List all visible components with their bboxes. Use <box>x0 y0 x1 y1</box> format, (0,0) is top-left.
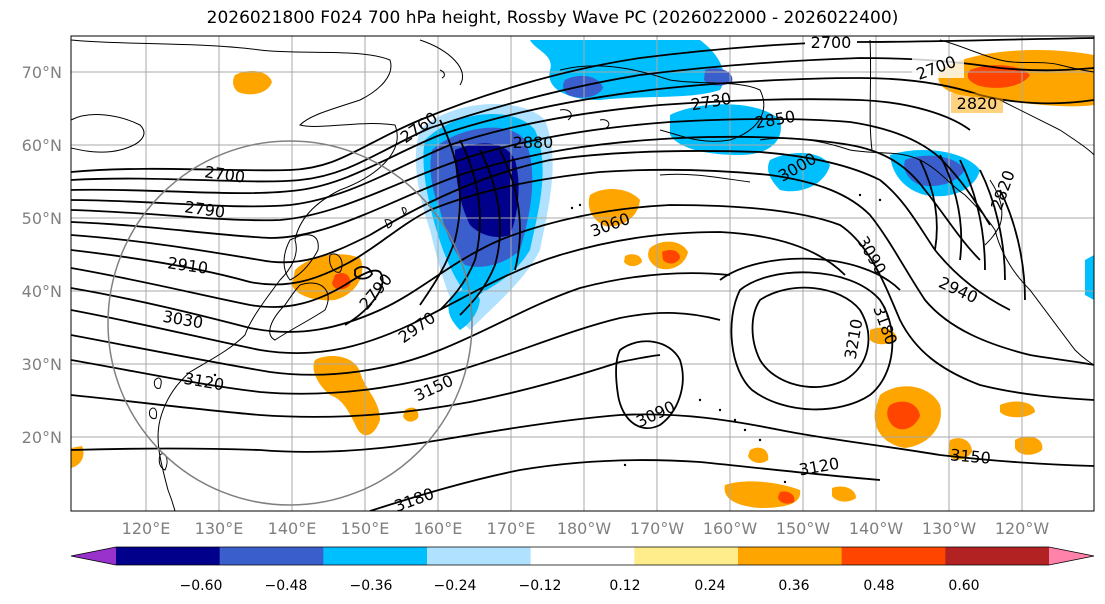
lon-label: 170°E <box>487 519 536 538</box>
colorbar-tick-label: 0.48 <box>863 578 894 594</box>
colorbar-cell <box>738 547 843 565</box>
lat-label: 20°N <box>22 428 62 447</box>
colorbar-cell <box>530 547 635 565</box>
lon-label: 170°W <box>630 519 685 538</box>
colorbar-tick-label: −0.24 <box>434 578 477 594</box>
islands <box>213 193 882 484</box>
colorbar: −0.60 −0.48 −0.36 −0.24 −0.12 0.12 0.24 … <box>70 546 1095 594</box>
lon-label: 120°E <box>122 519 171 538</box>
colorbar-tick-label: 0.24 <box>694 578 725 594</box>
colorbar-tick-label: 0.36 <box>778 578 809 594</box>
colorbar-tick-label: −0.48 <box>265 578 308 594</box>
lon-label: 140°E <box>268 519 317 538</box>
lon-label: 150°W <box>776 519 831 538</box>
lon-label: 130°W <box>922 519 977 538</box>
colorbar-cell <box>841 547 946 565</box>
lon-label: 150°E <box>341 519 390 538</box>
colorbar-cell <box>116 547 221 565</box>
lon-label: 130°E <box>195 519 244 538</box>
lat-label: 70°N <box>22 63 62 82</box>
lat-label: 40°N <box>22 282 62 301</box>
lon-label: 160°W <box>703 519 758 538</box>
lon-label: 160°E <box>414 519 463 538</box>
latitude-labels: 70°N 60°N 50°N 40°N 30°N 20°N <box>22 63 62 447</box>
colorbar-tick-label: −0.12 <box>519 578 562 594</box>
colorbar-cell <box>634 547 739 565</box>
colorbar-extend-right <box>1049 547 1094 565</box>
map-frame <box>70 35 1095 512</box>
colorbar-cell <box>427 547 532 565</box>
colorbar-tick-label: 0.60 <box>948 578 979 594</box>
colorbar-cell <box>219 547 324 565</box>
contour-label: 2820 <box>957 94 998 113</box>
contour-label: 2700 <box>811 33 852 52</box>
colorbar-tick-label: 0.12 <box>609 578 640 594</box>
map-title: 2026021800 F024 700 hPa height, Rossby W… <box>206 8 899 28</box>
map-background <box>71 36 1094 511</box>
colorbar-tick-label: −0.60 <box>180 578 223 594</box>
colorbar-tick-label: −0.36 <box>350 578 393 594</box>
colorbar-extend-left <box>71 547 116 565</box>
lon-label: 140°W <box>849 519 904 538</box>
colorbar-cell <box>323 547 428 565</box>
height-contours <box>71 37 1094 511</box>
contour-label: 3150 <box>949 445 991 467</box>
lat-label: 60°N <box>22 136 62 155</box>
lon-label: 180°W <box>557 519 612 538</box>
contour-label: 2880 <box>513 133 554 152</box>
lat-label: 50°N <box>22 209 62 228</box>
longitude-labels: 120°E 130°E 140°E 150°E 160°E 170°E 180°… <box>122 519 1050 538</box>
lat-label: 30°N <box>22 355 62 374</box>
radius-circle <box>107 140 473 506</box>
lon-label: 120°W <box>995 519 1050 538</box>
colorbar-cell <box>945 547 1050 565</box>
